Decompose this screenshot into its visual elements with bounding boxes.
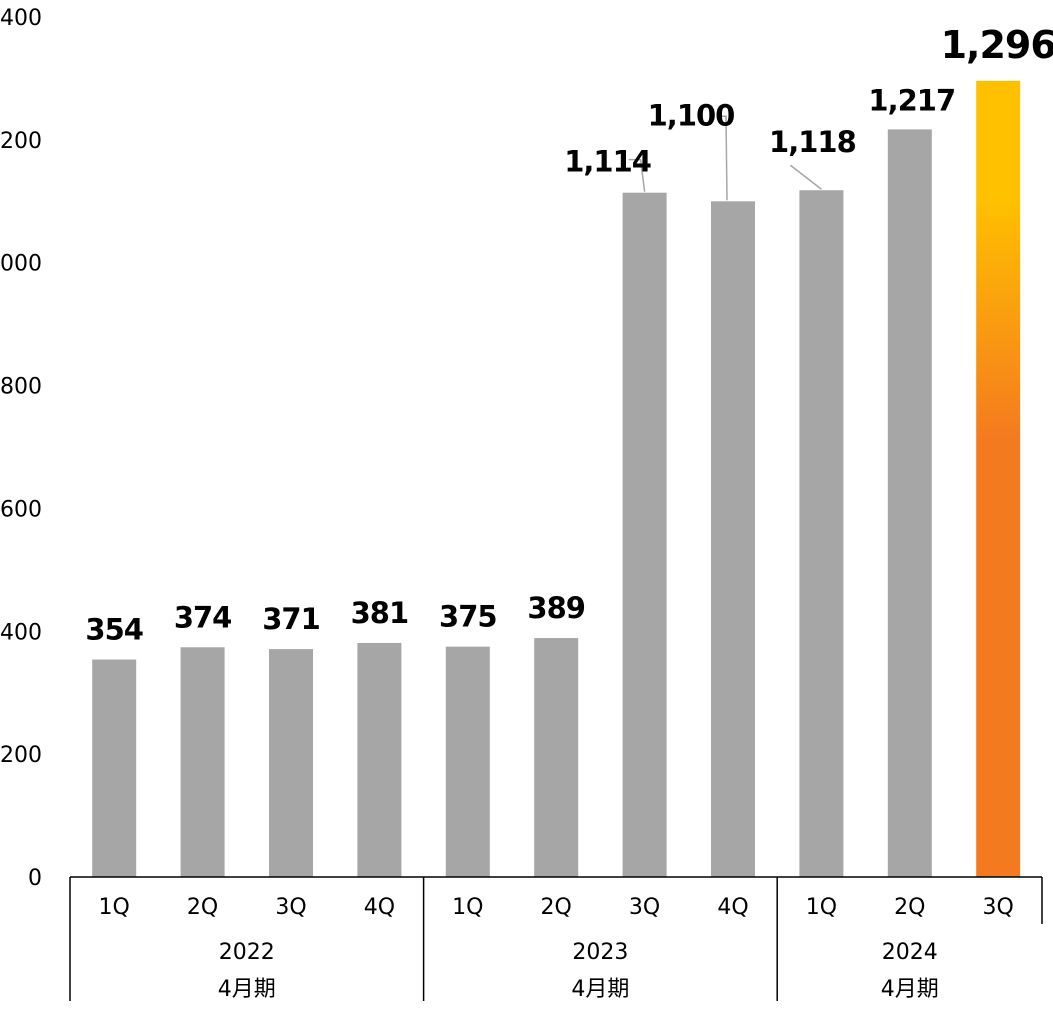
group-period-label: 4月期 — [571, 977, 629, 1002]
bar — [622, 192, 667, 877]
data-label: 1,217 — [868, 83, 955, 117]
y-tick-label: 200 — [0, 743, 42, 768]
bar — [180, 647, 225, 877]
data-label: 1,296 — [941, 23, 1053, 67]
data-label: 375 — [439, 600, 497, 634]
data-label: 1,114 — [564, 145, 651, 179]
data-labels: 354 374 371 381 375 389 1,114 1,100 1,118 1,217 1,… — [85, 23, 1053, 647]
x-tick-label: 2Q — [541, 895, 572, 920]
y-tick-label: 800 — [0, 375, 42, 400]
group-period-label: 4月期 — [881, 977, 939, 1002]
bar-highlight — [976, 80, 1021, 877]
leader-line — [789, 164, 822, 190]
x-tick-label: 2Q — [894, 895, 925, 920]
data-label: 1,118 — [769, 125, 856, 159]
y-axis: 0 200 400 600 800 1,000 1,200 1,400 — [0, 6, 42, 891]
x-tick-label: 3Q — [983, 895, 1014, 920]
x-tick-label: 1Q — [806, 895, 837, 920]
group-year-label: 2024 — [882, 940, 938, 965]
y-tick-label: 0 — [28, 866, 42, 891]
data-label: 381 — [351, 596, 409, 630]
leader-line — [717, 115, 728, 201]
x-tick-label: 1Q — [452, 895, 483, 920]
y-tick-label: 400 — [0, 620, 42, 645]
bar — [711, 201, 755, 878]
y-tick-label: 1,200 — [0, 129, 42, 154]
x-tick-label: 4Q — [717, 895, 748, 920]
leader-line — [628, 158, 646, 192]
group-period-label: 4月期 — [218, 977, 276, 1002]
bar — [92, 659, 137, 877]
x-tick-label: 4Q — [364, 895, 395, 920]
bar — [887, 129, 932, 877]
x-tick-label: 1Q — [99, 895, 130, 920]
bar — [445, 646, 490, 877]
y-tick-label: 600 — [0, 497, 42, 522]
group-year-label: 2022 — [219, 940, 275, 965]
x-tick-label: 2Q — [187, 895, 218, 920]
data-label: 389 — [527, 591, 585, 625]
leader-lines — [628, 115, 822, 201]
y-tick-label: 1,000 — [0, 252, 42, 277]
data-label: 371 — [262, 602, 320, 636]
y-tick-label: 1,400 — [0, 6, 42, 31]
data-label: 1,100 — [648, 98, 735, 132]
x-tick-label: 3Q — [629, 895, 660, 920]
bar — [534, 638, 579, 877]
bar — [357, 642, 402, 877]
x-axis: 1Q 2Q 3Q 4Q 1Q 2Q 3Q 4Q 1Q 2Q 3Q20224月期20234月期2024… — [69, 876, 1043, 1002]
bar — [269, 649, 313, 877]
bars — [92, 80, 1021, 878]
group-year-label: 2023 — [572, 940, 628, 965]
x-tick-label: 3Q — [275, 895, 306, 920]
data-label: 374 — [174, 600, 232, 634]
bar — [799, 190, 844, 877]
data-label: 354 — [85, 613, 143, 647]
